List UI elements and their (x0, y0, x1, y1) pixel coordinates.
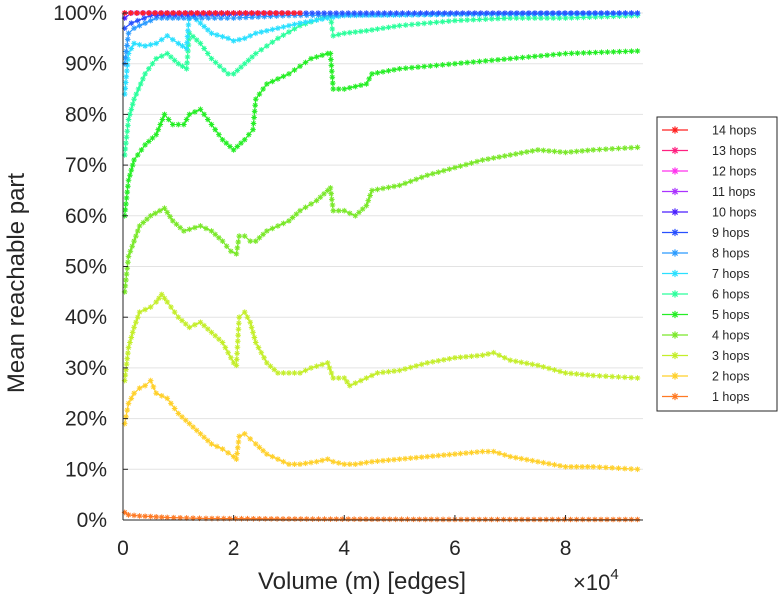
legend-label: 4 hops (712, 329, 750, 343)
y-axis-ticks: 0% 10% 20% 30% 40% 50% 60% 70% 80% 90% 100% (53, 2, 128, 532)
y-tick-label: 50% (65, 256, 107, 279)
legend-label: 9 hops (712, 226, 750, 240)
series-markers (121, 377, 641, 473)
legend-item: 9 hops (662, 226, 750, 240)
series-2-hops (121, 377, 641, 473)
legend-item: 6 hops (662, 288, 750, 302)
x-tick-label: 2 (228, 537, 240, 560)
legend-label: 11 hops (712, 185, 756, 199)
legend-swatch-marker (671, 146, 679, 155)
legend-label: 1 hops (712, 390, 750, 404)
x-tick-label: 8 (560, 537, 572, 560)
legend-swatch-marker (671, 331, 679, 339)
legend-swatch-marker (671, 126, 679, 134)
legend: 14 hops 13 hops 12 hops 11 hops 10 hops 9 hop… (656, 116, 778, 412)
legend-item: 1 hops (662, 390, 750, 404)
series-line (124, 379, 638, 470)
legend-label: 8 hops (712, 247, 750, 261)
legend-label: 3 hops (712, 349, 750, 363)
legend-label: 12 hops (712, 165, 756, 179)
x-axis-label: Volume (m) [edges] (258, 568, 466, 595)
series-6-hops (121, 12, 641, 158)
grid-lines (123, 12, 643, 470)
series-markers (121, 291, 641, 389)
y-tick-label: 0% (77, 509, 107, 532)
legend-swatch-marker (671, 310, 679, 319)
y-tick-label: 30% (65, 357, 107, 380)
legend-item: 13 hops (662, 144, 756, 158)
series-markers (121, 12, 641, 158)
x-tick-label: 0 (117, 537, 129, 560)
legend-item: 8 hops (662, 247, 750, 261)
y-tick-label: 70% (65, 154, 107, 177)
y-tick-label: 40% (65, 306, 107, 329)
legend-label: 5 hops (712, 308, 750, 322)
legend-swatch-marker (671, 208, 679, 216)
series-line (124, 50, 638, 216)
series-3-hops (121, 291, 641, 389)
series-markers (121, 48, 641, 219)
legend-swatch-marker (671, 228, 679, 237)
legend-label: 7 hops (712, 267, 750, 281)
legend-item: 11 hops (662, 185, 756, 199)
legend-item: 5 hops (662, 308, 750, 322)
y-tick-label: 60% (65, 205, 107, 228)
legend-swatch-marker (671, 372, 679, 380)
series-markers (121, 509, 641, 523)
legend-item: 3 hops (662, 349, 750, 363)
legend-swatch-marker (671, 269, 679, 278)
y-tick-label: 100% (53, 2, 107, 25)
legend-item: 2 hops (662, 370, 750, 384)
series-1-hops (121, 509, 641, 523)
legend-swatch-marker (671, 167, 679, 175)
plot-area (121, 10, 641, 523)
legend-swatch-marker (671, 187, 679, 196)
x-tick-label: 4 (338, 537, 350, 560)
y-tick-label: 10% (65, 458, 107, 481)
legend-label: 6 hops (712, 288, 750, 302)
x-axis-ticks: 0 2 4 6 8 (117, 515, 571, 560)
legend-box (656, 116, 778, 412)
x-tick-label: 6 (449, 537, 461, 560)
legend-swatch-marker (671, 392, 679, 401)
series-4-hops (121, 144, 641, 295)
legend-item: 7 hops (662, 267, 750, 281)
legend-label: 2 hops (712, 370, 750, 384)
y-axis-label: Mean reachable part (3, 173, 30, 393)
legend-label: 13 hops (712, 144, 756, 158)
series-line (124, 146, 638, 292)
legend-label: 10 hops (712, 206, 756, 220)
y-tick-label: 20% (65, 408, 107, 431)
legend-label: 14 hops (712, 124, 756, 138)
legend-item: 14 hops (662, 124, 756, 138)
y-tick-label: 90% (65, 53, 107, 76)
legend-item: 4 hops (662, 329, 750, 343)
series-line (124, 14, 638, 156)
legend-swatch-marker (671, 290, 679, 298)
series-markers (121, 144, 641, 295)
legend-swatch-marker (671, 249, 679, 257)
legend-swatch-marker (671, 351, 679, 360)
legend-item: 10 hops (662, 206, 756, 220)
legend-item: 12 hops (662, 165, 756, 179)
y-tick-label: 80% (65, 103, 107, 126)
x-multiplier: ×104 (573, 566, 619, 595)
series-5-hops (121, 48, 641, 219)
